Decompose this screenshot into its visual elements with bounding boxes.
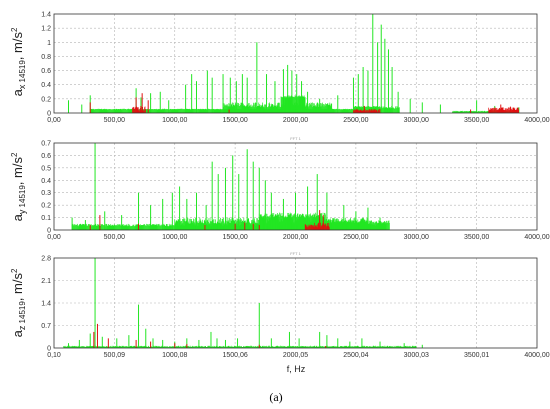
x-tick-label: 2500,04	[343, 352, 368, 359]
x-tick-label: 4000,00	[524, 234, 549, 241]
y-tick-label: 1	[47, 40, 51, 47]
red-spectrum-series	[89, 93, 519, 113]
x-tick-label: 2000,00	[283, 117, 308, 124]
x-tick-label: 0,00	[47, 234, 61, 241]
x-tick-label: 2500,00	[343, 117, 368, 124]
y-tick-label: 0.3	[41, 190, 51, 197]
y-tick-label: 0.7	[41, 141, 51, 148]
x-tick-label: 500,00	[104, 117, 126, 124]
spectrum-panel-1: 0,00 500,00 1000,00 1500,00 2000,00 2500,00 30…	[10, 12, 550, 125]
x-tick-label: 1500,06	[222, 352, 247, 359]
x-tick-label: 1500,00	[222, 117, 247, 124]
x-tick-label: 2000,05	[283, 352, 308, 359]
y-tick-label: 0.2	[41, 203, 51, 210]
x-tick-label: 3500,01	[464, 352, 489, 359]
x-tick-label: 0,00	[47, 117, 61, 124]
y-tick-label: 0.8	[41, 54, 51, 61]
y-tick-label: 1.4	[41, 12, 51, 19]
plot-frame	[53, 257, 538, 349]
y-tick-label: 0.2	[41, 96, 51, 103]
x-tick-label: 4000,00	[524, 117, 549, 124]
spectrum-panel-2: 0,00 500,00 1000,00 1500,00 2000,00 2500,00 30…	[10, 136, 550, 241]
y-tick-label: 0.6	[41, 153, 51, 160]
y-tick-label: 0.1	[41, 215, 51, 222]
x-tick-label: 3000,03	[404, 352, 429, 359]
x-tick-label: 2500,00	[343, 234, 368, 241]
panel-label: FFT 1	[290, 251, 301, 256]
x-tick-label: 1500,00	[222, 234, 247, 241]
y-tick-label: 0	[47, 111, 51, 118]
x-tick-label: 500,09	[104, 352, 126, 359]
y-tick-label: 0.4	[41, 82, 51, 89]
y-axis-label: ay 14519, m/s2	[10, 152, 27, 221]
x-tick-label: 4000,00	[524, 352, 549, 359]
plot-frame	[53, 142, 538, 231]
red-spectrum-series	[93, 323, 327, 348]
x-tick-label: 3000,00	[404, 117, 429, 124]
y-axis-label: ax 14519, m/s2	[10, 27, 27, 96]
x-tick-label: 1000,00	[162, 117, 187, 124]
green-spectrum-series	[67, 14, 520, 113]
figure-caption: (a)	[269, 390, 282, 404]
y-tick-label: 0	[47, 228, 51, 235]
y-tick-label: 1.4	[41, 301, 51, 308]
x-axis-label: f, Hz	[287, 364, 306, 374]
x-tick-label: 3500,00	[464, 117, 489, 124]
x-tick-label: 3000,00	[404, 234, 429, 241]
y-tick-label: 0.6	[41, 68, 51, 75]
y-axis-label: az 14519, m/s2	[10, 268, 27, 337]
y-tick-label: 2.1	[41, 278, 51, 285]
x-tick-label: 1000,08	[162, 352, 187, 359]
y-tick-label: 0	[47, 346, 51, 353]
y-tick-label: 0.5	[41, 165, 51, 172]
panel-label: FFT 1	[290, 136, 301, 141]
y-tick-label: 0.7	[41, 323, 51, 330]
y-tick-label: 1.2	[41, 26, 51, 33]
red-spectrum-series	[89, 210, 330, 230]
x-tick-label: 1000,00	[162, 234, 187, 241]
y-tick-label: 2.8	[41, 256, 51, 263]
x-tick-label: 2000,00	[283, 234, 308, 241]
plot-frame	[53, 13, 538, 114]
x-tick-label: 0,10	[47, 352, 61, 359]
spectrum-panel-3: 0,10 500,09 1000,08 1500,06 2000,05 2500,04 30…	[10, 251, 550, 359]
x-tick-label: 3500,00	[464, 234, 489, 241]
y-tick-label: 0.4	[41, 178, 51, 185]
x-tick-label: 500,00	[104, 234, 126, 241]
